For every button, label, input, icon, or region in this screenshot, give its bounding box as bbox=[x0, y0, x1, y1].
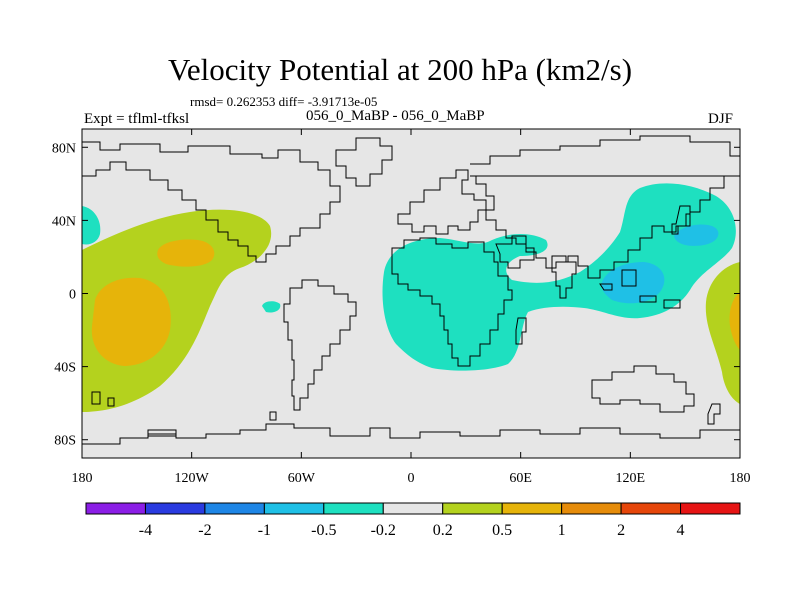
coast-arabia bbox=[495, 235, 535, 269]
colorbar-swatch bbox=[263, 502, 325, 515]
colorbar-swatch bbox=[144, 502, 206, 515]
colorbar-label: -0.5 bbox=[311, 522, 336, 539]
colorbar-label: 1 bbox=[558, 522, 566, 539]
colorbar-label: -4 bbox=[139, 522, 152, 539]
coastline-layer bbox=[82, 135, 740, 445]
colorbar-label: -2 bbox=[198, 522, 211, 539]
lon-label: 0 bbox=[408, 471, 415, 486]
coast-north-america bbox=[82, 141, 341, 263]
negative-core-maritime bbox=[601, 262, 665, 304]
negative-patch-south-america bbox=[262, 301, 281, 313]
lat-label: 0 bbox=[69, 288, 76, 303]
lon-label: 60W bbox=[288, 471, 316, 486]
lon-label: 120E bbox=[616, 471, 646, 486]
lon-label: 180 bbox=[730, 471, 751, 486]
coast-japan bbox=[671, 205, 691, 235]
colorbar-swatch bbox=[680, 502, 741, 515]
plot-title: Velocity Potential at 200 hPa (km2/s) bbox=[167, 52, 633, 87]
coast-greenland bbox=[335, 137, 393, 187]
season-label: DJF bbox=[708, 111, 734, 127]
lat-label: 40N bbox=[52, 214, 76, 229]
positive-region-east-edge bbox=[705, 262, 740, 404]
colorbar-swatch bbox=[442, 502, 503, 515]
colorbar-label: 2 bbox=[617, 522, 625, 539]
coast-south-america bbox=[283, 279, 357, 411]
coast-maritime bbox=[599, 269, 681, 309]
coast-antarctica bbox=[82, 423, 740, 445]
colorbar bbox=[85, 502, 741, 515]
lon-label: 180 bbox=[72, 471, 93, 486]
lat-label: 80S bbox=[54, 434, 76, 449]
coast-india bbox=[551, 255, 577, 299]
colorbar-swatch bbox=[620, 502, 682, 515]
colorbar-label: 0.2 bbox=[433, 522, 453, 539]
rmsd-diff-stats: rmsd= 0.262353 diff= -3.91713e-05 bbox=[190, 94, 378, 109]
latitude-axis: 80N 40N 0 40S 80S bbox=[52, 141, 740, 449]
colorbar-swatch bbox=[204, 502, 265, 515]
colorbar-swatch bbox=[561, 502, 622, 515]
colorbar-label: 4 bbox=[677, 522, 685, 539]
coast-africa bbox=[391, 237, 513, 367]
coast-madagascar bbox=[515, 317, 527, 345]
colorbar-swatch bbox=[501, 502, 563, 515]
experiment-label: Expt = tflml-tfksl bbox=[84, 111, 190, 127]
case-label: 056_0_MaBP - 056_0_MaBP bbox=[306, 108, 485, 124]
colorbar-swatch bbox=[323, 502, 384, 515]
contour-fill-layer bbox=[82, 183, 740, 412]
positive-core-north-pacific bbox=[157, 239, 215, 267]
coast-small-islands bbox=[91, 391, 277, 437]
coast-new-zealand bbox=[707, 403, 721, 425]
lon-label: 60E bbox=[509, 471, 532, 486]
negative-region-indo-africa bbox=[382, 183, 736, 371]
negative-patch-northwest bbox=[82, 206, 101, 245]
lat-label: 40S bbox=[54, 361, 76, 376]
lat-label: 80N bbox=[52, 141, 76, 156]
colorbar-label: -1 bbox=[258, 522, 271, 539]
longitude-axis: 180 120W 60W 0 60E 120E 180 bbox=[72, 129, 751, 486]
colorbar-labels: -4 -2 -1 -0.5 -0.2 0.2 0.5 1 2 4 bbox=[139, 522, 685, 539]
positive-core-east-edge bbox=[729, 292, 740, 350]
colorbar-label: -0.2 bbox=[371, 522, 396, 539]
coast-australia bbox=[591, 365, 695, 413]
colorbar-swatch bbox=[85, 502, 146, 515]
lon-label: 120W bbox=[175, 471, 210, 486]
positive-core-pacific bbox=[91, 277, 171, 366]
colorbar-swatch bbox=[382, 502, 444, 515]
negative-core-north-pacific-west bbox=[674, 224, 719, 246]
colorbar-label: 0.5 bbox=[492, 522, 512, 539]
